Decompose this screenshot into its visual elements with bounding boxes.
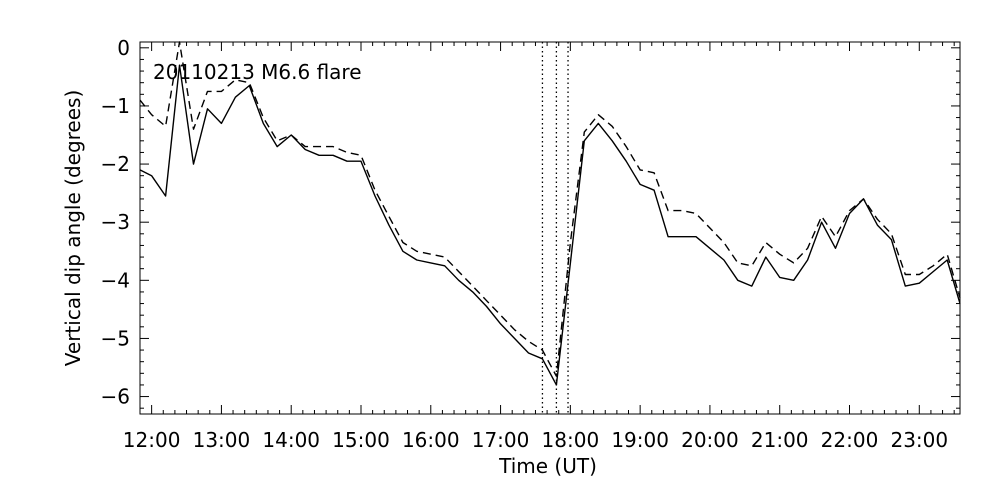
x-tick-label: 22:00	[821, 428, 879, 452]
x-tick-label: 23:00	[890, 428, 948, 452]
x-tick-label: 12:00	[123, 428, 181, 452]
y-tick-label: −5	[101, 326, 130, 350]
y-tick-label: −6	[101, 385, 130, 409]
x-tick-label: 15:00	[332, 428, 390, 452]
y-tick-label: −1	[101, 94, 130, 118]
x-tick-label: 19:00	[611, 428, 669, 452]
plot-frame	[139, 41, 961, 415]
flare-annotation: 20110213 M6.6 flare	[153, 60, 362, 84]
y-axis-label: Vertical dip angle (degrees)	[61, 90, 85, 366]
y-tick-label: −3	[101, 210, 130, 234]
series-line-dashed	[139, 41, 961, 377]
x-tick-label: 21:00	[751, 428, 809, 452]
x-tick-label: 13:00	[193, 428, 251, 452]
x-tick-label: 16:00	[402, 428, 460, 452]
y-tick-label: −4	[101, 268, 130, 292]
y-tick-label: −2	[101, 152, 130, 176]
y-tick-label: 0	[117, 36, 130, 60]
series-line-solid	[139, 64, 961, 386]
x-tick-label: 20:00	[681, 428, 739, 452]
x-tick-label: 18:00	[542, 428, 600, 452]
x-tick-label: 14:00	[262, 428, 320, 452]
x-tick-label: 17:00	[472, 428, 530, 452]
x-axis-label: Time (UT)	[498, 454, 597, 478]
